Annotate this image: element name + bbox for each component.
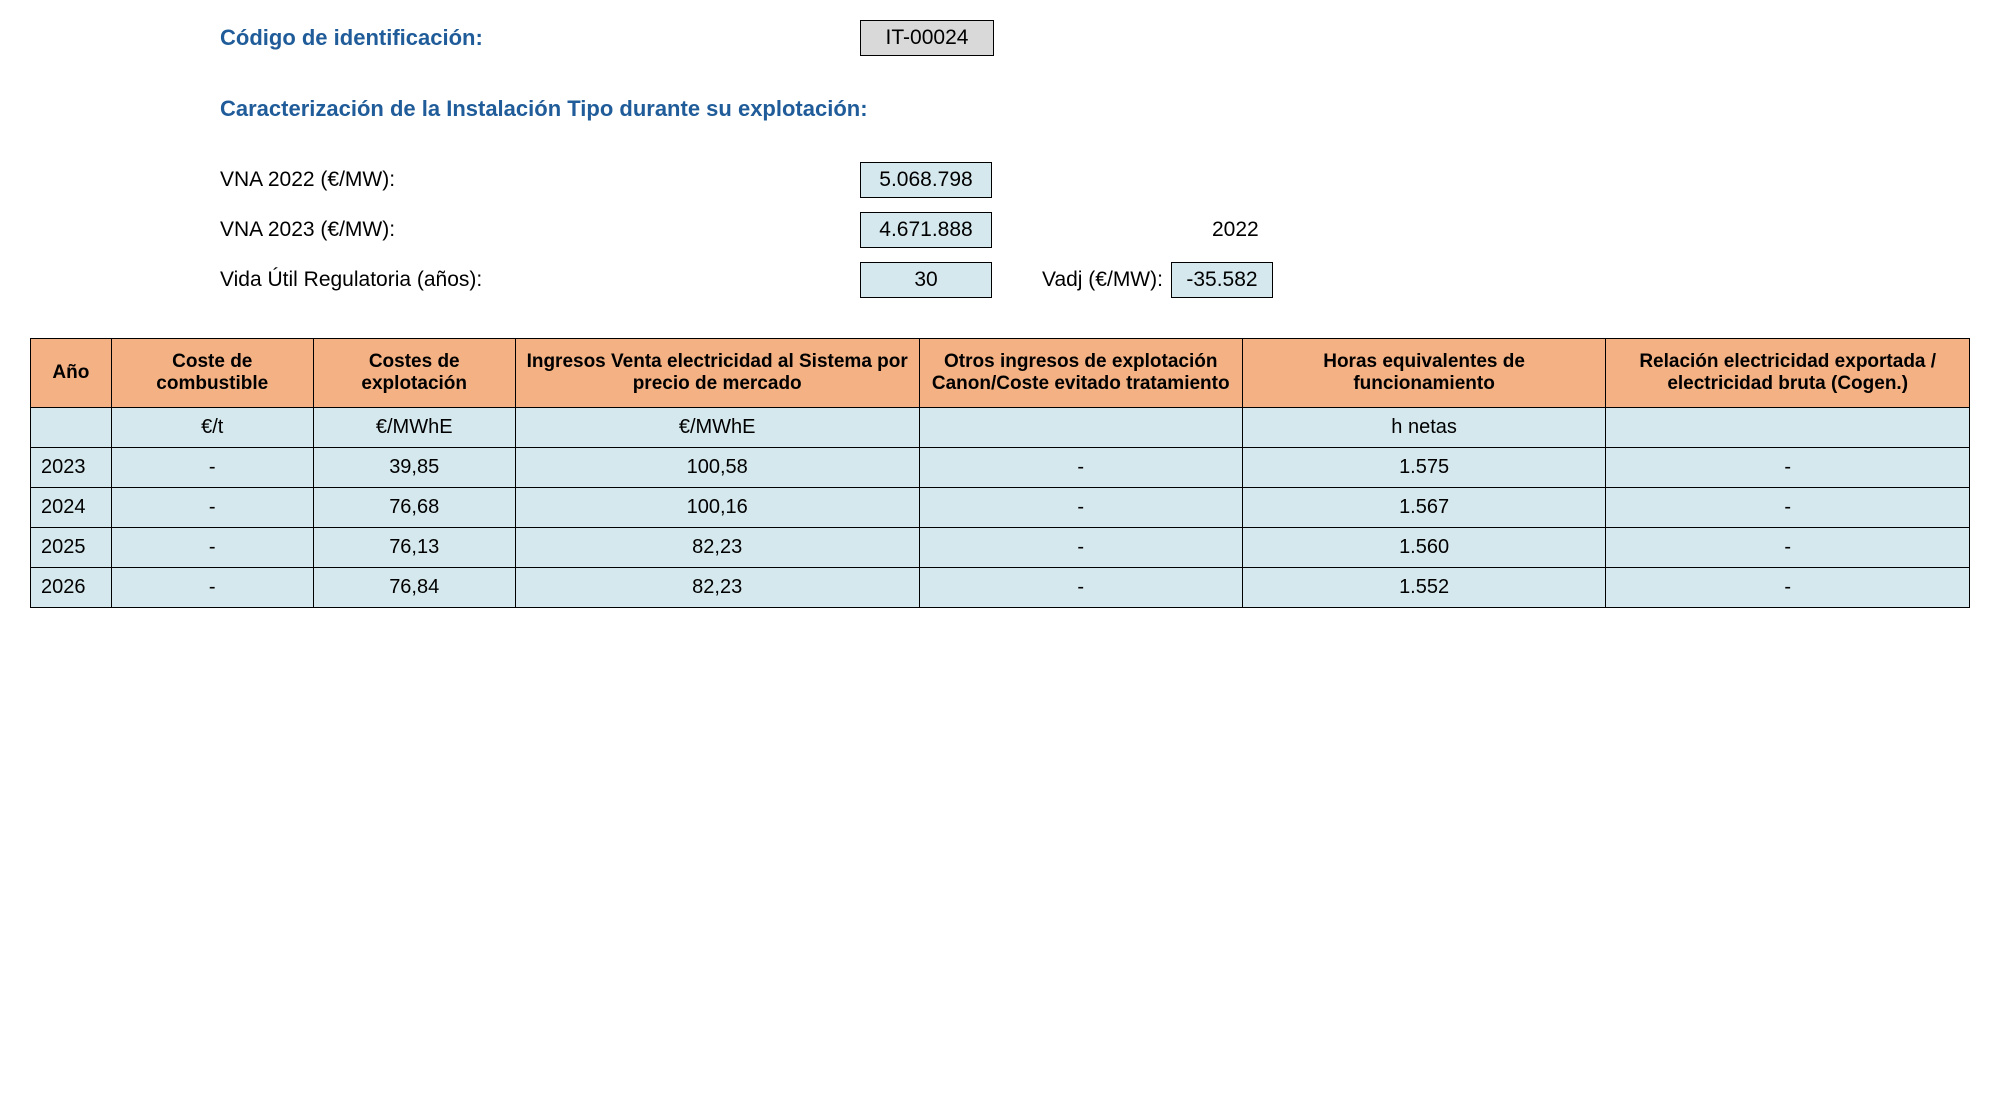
table-row: 2025 - 76,13 82,23 - 1.560 - <box>31 528 1970 568</box>
unit-year <box>31 408 112 448</box>
cell-ratio: - <box>1606 448 1970 488</box>
cell-cost: 76,68 <box>313 488 515 528</box>
cell-ratio: - <box>1606 568 1970 608</box>
vadj-label: Vadj (€/MW): <box>1042 268 1163 292</box>
cell-year: 2025 <box>31 528 112 568</box>
life-row: Vida Útil Regulatoria (años): 30 Vadj (€… <box>220 262 1980 298</box>
cell-income: 82,23 <box>515 568 919 608</box>
table-row: 2023 - 39,85 100,58 - 1.575 - <box>31 448 1970 488</box>
cell-fuel: - <box>111 448 313 488</box>
year-2022-label: 2022 <box>1212 218 1259 242</box>
vna2023-row: VNA 2023 (€/MW): 4.671.888 2022 <box>220 212 1980 248</box>
col-header-income: Ingresos Venta electricidad al Sistema p… <box>515 339 919 408</box>
cell-income: 100,58 <box>515 448 919 488</box>
col-header-other: Otros ingresos de explotación Canon/Cost… <box>919 339 1242 408</box>
cell-hours: 1.560 <box>1242 528 1606 568</box>
unit-fuel: €/t <box>111 408 313 448</box>
cell-cost: 76,84 <box>313 568 515 608</box>
vadj-value: -35.582 <box>1171 262 1273 298</box>
cell-cost: 76,13 <box>313 528 515 568</box>
vna2022-value: 5.068.798 <box>860 162 992 198</box>
unit-cost: €/MWhE <box>313 408 515 448</box>
col-header-year: Año <box>31 339 112 408</box>
vna2022-label: VNA 2022 (€/MW): <box>220 168 860 192</box>
life-value: 30 <box>860 262 992 298</box>
cell-hours: 1.567 <box>1242 488 1606 528</box>
id-value-box: IT-00024 <box>860 20 994 56</box>
cell-other: - <box>919 448 1242 488</box>
cell-hours: 1.552 <box>1242 568 1606 608</box>
vna2023-label: VNA 2023 (€/MW): <box>220 218 860 242</box>
col-header-cost: Costes de explotación <box>313 339 515 408</box>
cell-hours: 1.575 <box>1242 448 1606 488</box>
unit-ratio <box>1606 408 1970 448</box>
data-table: Año Coste de combustible Costes de explo… <box>30 338 1970 608</box>
id-row: Código de identificación: IT-00024 <box>220 20 1980 56</box>
table-row: 2026 - 76,84 82,23 - 1.552 - <box>31 568 1970 608</box>
cell-fuel: - <box>111 488 313 528</box>
table-body: 2023 - 39,85 100,58 - 1.575 - 2024 - 76,… <box>31 448 1970 608</box>
vna2022-row: VNA 2022 (€/MW): 5.068.798 <box>220 162 1980 198</box>
table-row: 2024 - 76,68 100,16 - 1.567 - <box>31 488 1970 528</box>
cell-year: 2024 <box>31 488 112 528</box>
header-section: Código de identificación: IT-00024 Carac… <box>220 20 1980 298</box>
cell-income: 82,23 <box>515 528 919 568</box>
cell-cost: 39,85 <box>313 448 515 488</box>
col-header-fuel: Coste de combustible <box>111 339 313 408</box>
col-header-ratio: Relación electricidad exportada / electr… <box>1606 339 1970 408</box>
cell-ratio: - <box>1606 488 1970 528</box>
unit-other <box>919 408 1242 448</box>
unit-income: €/MWhE <box>515 408 919 448</box>
cell-fuel: - <box>111 528 313 568</box>
cell-other: - <box>919 568 1242 608</box>
cell-year: 2026 <box>31 568 112 608</box>
id-label: Código de identificación: <box>220 25 860 51</box>
cell-other: - <box>919 488 1242 528</box>
cell-year: 2023 <box>31 448 112 488</box>
cell-income: 100,16 <box>515 488 919 528</box>
section-title: Caracterización de la Instalación Tipo d… <box>220 96 868 122</box>
table-header-row: Año Coste de combustible Costes de explo… <box>31 339 1970 408</box>
cell-fuel: - <box>111 568 313 608</box>
cell-other: - <box>919 528 1242 568</box>
life-label: Vida Útil Regulatoria (años): <box>220 268 860 292</box>
table-units-row: €/t €/MWhE €/MWhE h netas <box>31 408 1970 448</box>
unit-hours: h netas <box>1242 408 1606 448</box>
col-header-hours: Horas equivalentes de funcionamiento <box>1242 339 1606 408</box>
vna2023-value: 4.671.888 <box>860 212 992 248</box>
cell-ratio: - <box>1606 528 1970 568</box>
section-title-row: Caracterización de la Instalación Tipo d… <box>220 96 1980 122</box>
